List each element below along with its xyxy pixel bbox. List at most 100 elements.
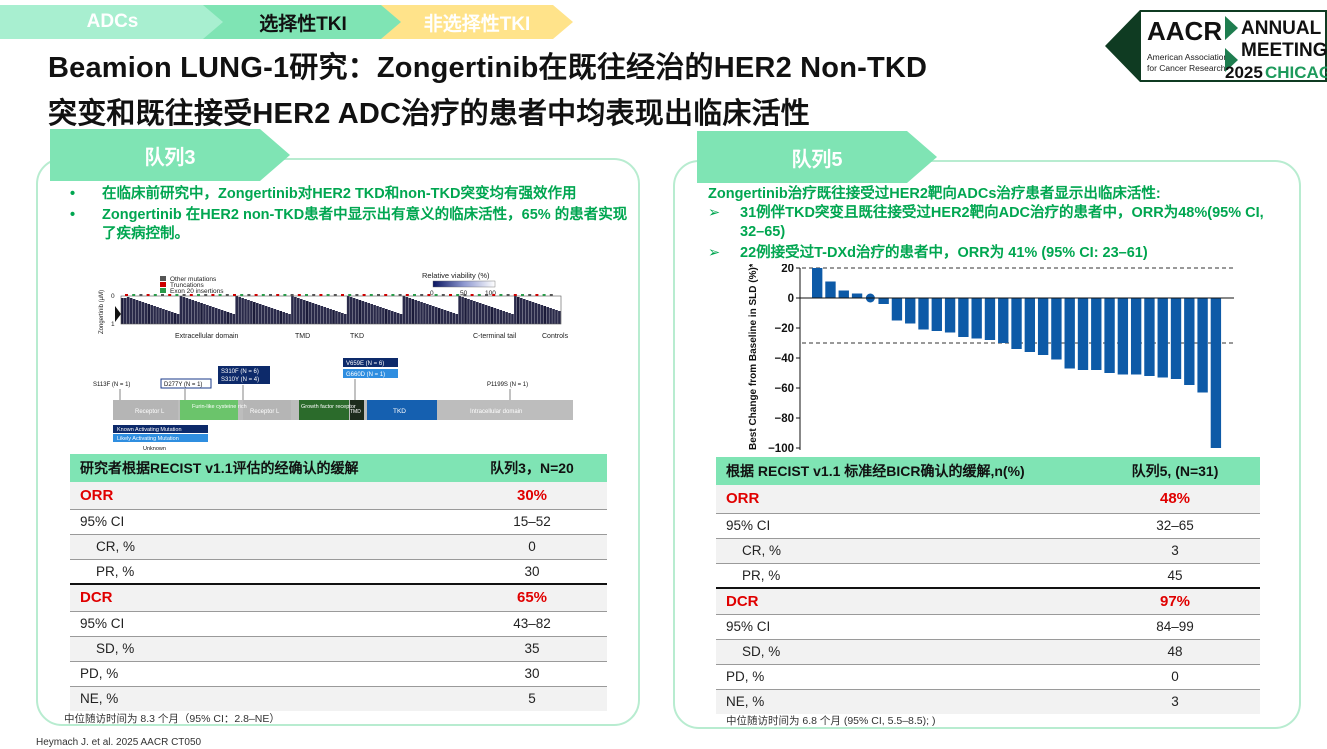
heatmap-cell: [311, 303, 315, 324]
heatmap-cell: [147, 304, 151, 324]
heatmap-cell: [326, 308, 329, 324]
heatmap-cell: [253, 302, 256, 324]
waterfall-bar: [1170, 298, 1182, 379]
waterfall-bar: [1130, 298, 1142, 375]
heatmap-cell: [443, 310, 447, 324]
heatmap-cell: [519, 298, 523, 324]
heatmap-cell: [434, 307, 438, 324]
waterfall-bar: [931, 298, 942, 331]
heatmap-cell: [417, 301, 420, 324]
heatmap-cell: [200, 303, 203, 324]
y-tick-label: −40: [774, 353, 794, 365]
mutation-tick: [297, 294, 301, 296]
aacr-brand: AACR: [1147, 16, 1222, 46]
waterfall-bar: [1184, 298, 1195, 385]
heatmap-cell: [299, 299, 303, 324]
heatmap-cell: [414, 300, 417, 324]
waterfall-y-ticks: 20 0 −20 −40 −60 −80 −100: [768, 264, 800, 455]
cohort5-footnote: 中位随访时间为 6.8 个月 (95% CI, 5.5–8.5); ): [726, 715, 936, 727]
heatmap-cell: [276, 310, 280, 324]
heatmap-cell: [255, 303, 259, 324]
key-unknown: Unknown: [143, 446, 166, 452]
table-row: 95% CI 43–82: [70, 611, 607, 637]
dom-controls: Controls: [542, 333, 569, 340]
mutation-tick: [247, 294, 251, 296]
heatmap-cell: [162, 309, 165, 324]
heatmap-cell: [522, 299, 526, 324]
pd-receptor-l-1: Receptor L: [135, 409, 165, 415]
heatmap-cell: [364, 302, 368, 324]
heatmap-cell: [346, 296, 350, 324]
heatmap-cell: [387, 310, 391, 324]
heatmap-cell: [191, 300, 195, 324]
y-tick-label: 0: [788, 293, 794, 305]
cohort5-bullet-2: ➢ 22例接受过T-DXd治疗的患者中，ORR为 41% (95% CI: 23–…: [708, 245, 1148, 261]
tab-nonselective-tki[interactable]: 非选择性TKI: [381, 5, 573, 39]
svg-text:50: 50: [460, 290, 468, 297]
pd-growth: Growth factor receptor: [301, 404, 356, 410]
mut-d277y: D277Y (N = 1): [164, 382, 202, 388]
heatmap-cell: [385, 309, 388, 324]
heatmap-cell: [206, 305, 209, 324]
heatmap-cell: [211, 307, 215, 324]
heatmap-cell: [153, 306, 156, 324]
tab-adcs[interactable]: ADCs: [0, 5, 225, 39]
heatmap-cell: [173, 313, 177, 324]
aacr-logo: AACR American Association for Cancer Res…: [1105, 8, 1327, 84]
heatmap-cell: [376, 306, 379, 324]
tab-cohort5[interactable]: 队列5: [697, 131, 937, 183]
waterfall-bar: [1024, 298, 1036, 352]
heatmap-cell: [361, 301, 365, 324]
heatmap-cell: [505, 312, 508, 324]
heatmap-cell: [232, 314, 236, 324]
heatmap-cell: [132, 299, 136, 324]
heatmap-cell: [226, 312, 230, 324]
cohort5-header-label: 根据 RECIST v1.1 标准经BICR确认的缓解,n(%): [716, 457, 1090, 485]
heatmap-cell: [426, 304, 429, 324]
heatmap-cell: [440, 309, 444, 324]
heatmap-cell: [250, 301, 253, 324]
mutation-tick: [434, 294, 438, 296]
heatmap-cell: [493, 308, 497, 324]
cohort3-bullet-1: • 在临床前研究中，Zongertinib对HER2 TKD和non-TKD突变均…: [70, 186, 577, 202]
cohort3-header-label: 研究者根据RECIST v1.1评估的经确认的缓解: [70, 454, 457, 482]
waterfall-bar: [891, 298, 903, 321]
pd-intracellular: Intracellular domain: [470, 409, 522, 415]
mutation-tick: [499, 294, 503, 296]
waterfall-bar: [1144, 298, 1155, 376]
cohort5-response-table: 根据 RECIST v1.1 标准经BICR确认的缓解,n(%) 队列5, (N…: [716, 457, 1260, 714]
heatmap-cell: [517, 297, 520, 324]
mutation-tick: [521, 294, 524, 296]
waterfall-bar: [812, 268, 823, 298]
tab-selective-tki[interactable]: 选择性TKI: [203, 5, 403, 39]
mutation-tick: [391, 294, 395, 296]
mutation-tick: [470, 294, 474, 296]
mutation-tick: [276, 294, 280, 296]
waterfall-chart: Best Change from Baseline in SLD (%)* 20…: [748, 264, 1234, 455]
heatmap-cell: [129, 298, 133, 324]
cohort3-bullets: • 在临床前研究中，Zongertinib对HER2 TKD和non-TKD突变均…: [70, 185, 630, 244]
heatmap-cell: [467, 299, 470, 324]
heatmap-cell: [367, 303, 371, 324]
mutation-tick: [348, 294, 352, 296]
mut-v659e: V659E (N = 6): [346, 361, 384, 367]
waterfall-bar: [971, 298, 982, 339]
tab-cohort3[interactable]: 队列3: [50, 129, 290, 181]
mutation-tick: [218, 294, 222, 296]
mutation-tick: [233, 294, 236, 296]
heatmap-cell: [261, 305, 265, 324]
table-row: CR, % 0: [70, 534, 607, 560]
mut-s310f: S310F (N = 6): [221, 369, 259, 375]
mutation-tick: [369, 294, 373, 296]
mutation-tick: [305, 294, 308, 296]
mut-s310y: S310Y (N = 4): [221, 377, 259, 383]
legend-trunc: Truncations: [170, 282, 204, 289]
mutation-tick: [456, 294, 460, 296]
heatmap-cell: [323, 307, 327, 324]
waterfall-bar: [1104, 298, 1115, 373]
mutation-tick: [261, 294, 265, 296]
mutation-tick: [341, 294, 344, 296]
heatmap-cell: [411, 299, 415, 324]
heatmap-cell: [179, 296, 183, 324]
mutation-tick: [132, 294, 136, 296]
